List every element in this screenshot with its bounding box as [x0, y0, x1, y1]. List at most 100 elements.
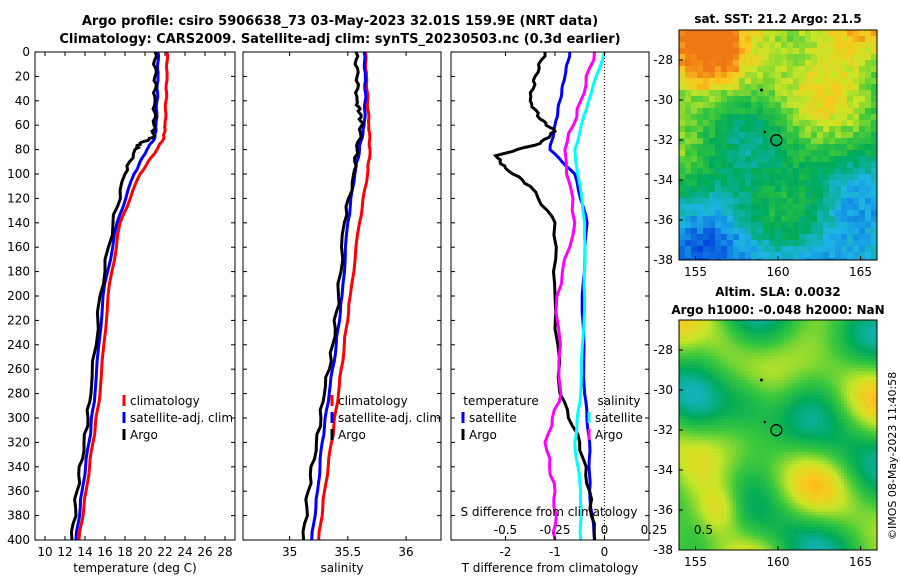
sla-map-cell — [871, 410, 875, 414]
sla-map-cell — [844, 347, 848, 351]
sla-map-cell — [694, 335, 698, 339]
sla-map-cell — [802, 467, 806, 471]
sla-map-cell — [691, 344, 695, 348]
sla-map-cell — [685, 455, 689, 459]
sst-map-cell — [781, 138, 788, 145]
sst-map-cell — [763, 120, 770, 127]
sst-map-cell — [865, 120, 872, 127]
sla-map-cell — [757, 431, 761, 435]
sst-map-cell — [871, 210, 877, 217]
sla-map-cell — [850, 323, 854, 327]
sla-map-cell — [685, 485, 689, 489]
sla-map-cell — [853, 386, 857, 390]
sst-map-cell — [775, 246, 782, 253]
sla-map-cell — [724, 380, 728, 384]
sla-map-cell — [709, 320, 713, 324]
sla-map-cell — [733, 455, 737, 459]
sst-map-cell — [823, 168, 830, 175]
sla-map-cell — [736, 434, 740, 438]
sla-map-cell — [769, 458, 773, 462]
sst-map-cell — [733, 84, 740, 91]
sla-map-cell — [775, 326, 779, 330]
sla-map-cell — [838, 458, 842, 462]
sla-map-cell — [787, 383, 791, 387]
sst-map-cell — [859, 120, 866, 127]
sla-map-cell — [847, 410, 851, 414]
sst-map-cell — [727, 30, 734, 37]
sla-map-cell — [775, 353, 779, 357]
sst-map-cell — [787, 144, 794, 151]
sla-map-cell — [832, 380, 836, 384]
sla-map-cell — [847, 320, 851, 324]
sla-map-cell — [844, 365, 848, 369]
sla-map-cell — [772, 452, 776, 456]
sla-map-cell — [844, 392, 848, 396]
sst-map-cell — [841, 234, 848, 241]
sla-map-cell — [829, 479, 833, 483]
sla-map-cell — [832, 362, 836, 366]
sla-map-cell — [718, 326, 722, 330]
sla-map-cell — [697, 353, 701, 357]
sst-map-cell — [685, 66, 692, 73]
sla-map-cell — [682, 326, 686, 330]
sst-map-cell — [823, 252, 830, 259]
sla-map-cell — [865, 473, 869, 477]
sla-map-cell — [775, 413, 779, 417]
sla-map-cell — [865, 329, 869, 333]
sla-map-cell — [820, 401, 824, 405]
sst-map-cell — [685, 258, 692, 260]
sla-map-cell — [763, 323, 767, 327]
sst-map-cell — [799, 36, 806, 43]
sst-map-cell — [703, 198, 710, 205]
sla-map-cell — [736, 407, 740, 411]
sla-map-cell — [754, 404, 758, 408]
sst-map-cell — [799, 222, 806, 229]
sst-map-cell — [871, 228, 877, 235]
sla-map-cell — [778, 419, 782, 423]
sst-map-cell — [715, 246, 722, 253]
sla-map-cell — [832, 407, 836, 411]
sla-map-cell — [772, 395, 776, 399]
sla-map-cell — [853, 341, 857, 345]
sst-map-cell — [679, 192, 686, 199]
sla-map-cell — [730, 356, 734, 360]
sla-map-cell — [772, 446, 776, 450]
sla-map-cell — [805, 467, 809, 471]
sla-map-cell — [859, 434, 863, 438]
sla-map-cell — [766, 443, 770, 447]
sst-map-cell — [733, 102, 740, 109]
sst-map-cell — [787, 60, 794, 67]
sla-map-cell — [733, 443, 737, 447]
sst-map-cell — [865, 174, 872, 181]
sst-map-cell — [763, 186, 770, 193]
sla-map-cell — [748, 338, 752, 342]
sst-map-cell — [799, 42, 806, 49]
sst-map-cell — [793, 144, 800, 151]
sst-map-cell — [733, 72, 740, 79]
sla-map-cell — [838, 380, 842, 384]
sla-map-cell — [856, 407, 860, 411]
sla-map-cell — [739, 395, 743, 399]
sst-map-cell — [853, 162, 860, 169]
sla-map-cell — [871, 479, 875, 483]
sla-map-cell — [790, 437, 794, 441]
sst-map-cell — [751, 90, 758, 97]
sla-map-cell — [715, 389, 719, 393]
sla-map-cell — [781, 335, 785, 339]
sla-map-cell — [859, 386, 863, 390]
sla-map-cell — [739, 470, 743, 474]
sla-map-cell — [841, 386, 845, 390]
sla-map-cell — [739, 437, 743, 441]
sla-map-cell — [823, 479, 827, 483]
sla-map-cell — [874, 437, 877, 441]
sla-map-cell — [703, 359, 707, 363]
sla-map-cell — [721, 458, 725, 462]
sst-map-cell — [853, 192, 860, 199]
sla-map-cell — [799, 350, 803, 354]
sst-map-cell — [763, 144, 770, 151]
sst-map-cell — [679, 228, 686, 235]
sla-map-cell — [739, 374, 743, 378]
sla-map-cell — [724, 407, 728, 411]
sla-map-cell — [700, 416, 704, 420]
sla-map-cell — [775, 320, 779, 324]
